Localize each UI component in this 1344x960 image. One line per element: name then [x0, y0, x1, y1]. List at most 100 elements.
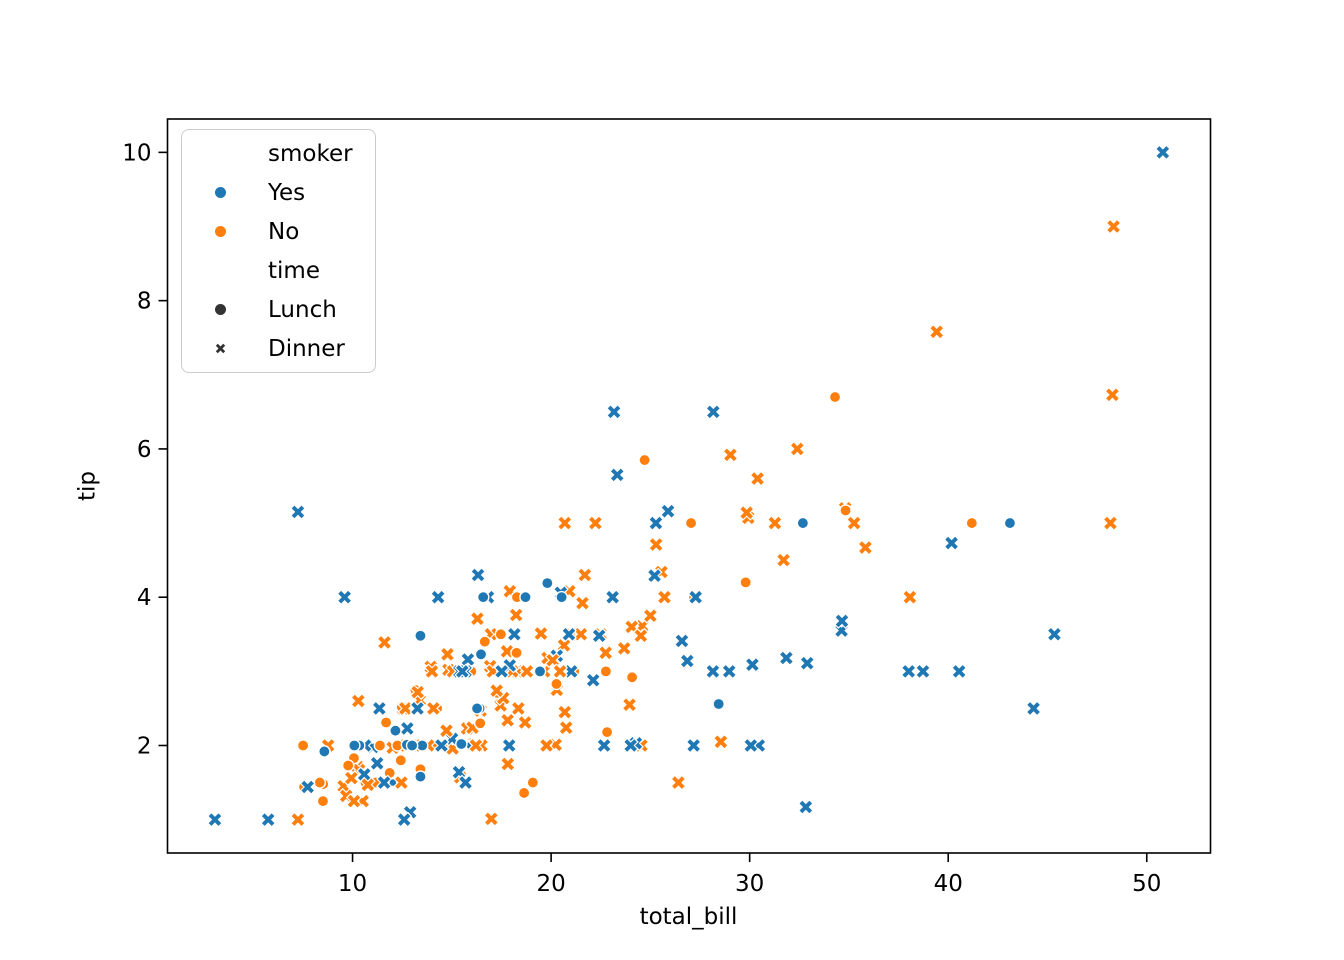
scatter-point-x	[456, 665, 469, 678]
scatter-point-x	[540, 739, 553, 752]
scatter-point-x	[847, 516, 861, 530]
scatter-point-x	[724, 448, 737, 462]
scatter-point-circle	[517, 786, 531, 800]
scatter-point-circle	[478, 635, 492, 648]
scatter-point-x	[687, 739, 700, 752]
scatter-point-x	[744, 739, 758, 752]
scatter-point-x	[291, 505, 305, 519]
scatter-point-circle	[494, 627, 508, 641]
scatter-point-x	[859, 541, 872, 554]
scatter-point-x	[800, 656, 814, 670]
scatter-point-circle	[313, 776, 327, 789]
scatter-point-circle	[296, 739, 310, 752]
circle-marker-icon	[214, 226, 226, 237]
scatter-point-circle	[796, 516, 810, 530]
scatter-point-x	[714, 735, 728, 749]
scatter-point-x	[681, 654, 694, 668]
scatter-point-x	[508, 628, 521, 641]
legend-label-yes: Yes	[268, 179, 306, 206]
scatter-point-circle	[541, 576, 554, 590]
scatter-point-x	[558, 516, 572, 530]
scatter-point-x	[518, 716, 532, 729]
scatter-point-circle	[828, 390, 842, 404]
scatter-point-x	[916, 665, 930, 678]
scatter-point-x	[706, 665, 720, 678]
scatter-point-x	[903, 590, 917, 604]
plot-border	[166, 118, 1212, 854]
scatter-point-x	[835, 614, 849, 628]
scatter-point-x	[469, 739, 483, 752]
legend-section-title-time: time	[182, 251, 375, 290]
scatter-point-x	[361, 778, 375, 792]
scatter-point-x	[411, 702, 424, 715]
scatter-point-x	[617, 642, 631, 655]
x-tick-label: 30	[735, 871, 764, 897]
scatter-point-circle	[476, 590, 490, 604]
scatter-point-circle	[405, 739, 419, 752]
scatter-point-x	[502, 739, 516, 752]
scatter-point-x	[1107, 220, 1120, 233]
scatter-point-x	[624, 739, 638, 752]
scatter-point-circle	[389, 724, 402, 737]
scatter-point-circle	[526, 776, 540, 789]
scatter-point-circle	[1003, 516, 1017, 530]
scatter-point-x	[576, 596, 589, 610]
scatter-point-x	[520, 665, 534, 678]
scatter-point-circle	[510, 646, 523, 660]
scatter-point-x	[495, 665, 508, 678]
legend-label-lunch: Lunch	[268, 296, 337, 323]
circle-marker-icon	[214, 187, 226, 198]
scatter-point-x	[610, 468, 624, 482]
scatter-point-x	[780, 651, 793, 665]
scatter-point-x	[370, 757, 384, 770]
scatter-point-x	[338, 590, 351, 604]
scatter-point-circle	[684, 516, 698, 530]
scatter-point-x	[589, 516, 602, 530]
scatter-point-x	[471, 568, 485, 582]
scatter-point-x	[1156, 146, 1170, 159]
scatter-point-x	[373, 702, 386, 715]
scatter-point-circle	[473, 716, 487, 730]
scatter-point-x	[546, 653, 559, 667]
scatter-point-x	[952, 665, 966, 678]
scatter-point-x	[345, 771, 358, 785]
scatter-point-x	[658, 590, 671, 604]
legend-label-dinner: Dinner	[268, 335, 345, 362]
scatter-point-x	[707, 405, 720, 419]
scatter-point-x	[649, 516, 663, 530]
scatter-point-x	[1048, 628, 1061, 641]
scatter-point-x	[378, 636, 391, 649]
y-tick-label: 4	[137, 585, 152, 611]
scatter-point-x	[578, 568, 592, 582]
scatter-point-x	[902, 665, 915, 678]
scatter-point-x	[791, 442, 804, 456]
legend-title-smoker: smoker	[268, 140, 353, 167]
legend-item-smoker-yes: Yes	[182, 173, 375, 212]
scatter-point-circle	[318, 745, 331, 758]
scatter-point-x	[485, 812, 498, 826]
scatter-point-x	[427, 702, 440, 715]
scatter-point-circle	[555, 590, 568, 604]
legend-marker-dinner	[196, 342, 244, 355]
legend-marker-no	[196, 226, 244, 237]
y-tick-label: 8	[137, 289, 152, 315]
scatter-point-x	[1106, 388, 1119, 402]
scatter-point-x	[401, 722, 414, 735]
scatter-point-x	[644, 609, 657, 623]
scatter-point-circle	[533, 665, 547, 678]
scatter-point-circle	[348, 739, 361, 752]
x-tick-label: 10	[338, 871, 367, 897]
scatter-point-circle	[712, 697, 725, 711]
scatter-point-circle	[550, 677, 563, 691]
legend-item-time-lunch: Lunch	[182, 290, 375, 329]
y-tick-label: 10	[122, 140, 151, 166]
scatter-point-circle	[470, 702, 484, 715]
scatter-point-circle	[638, 453, 651, 467]
scatter-point-x	[459, 776, 472, 789]
scatter-point-x	[623, 698, 636, 711]
legend-label-no: No	[268, 218, 300, 245]
x-axis-label: total_bill	[639, 904, 738, 930]
scatter-point-x	[490, 684, 503, 697]
scatter-point-x	[751, 472, 764, 485]
